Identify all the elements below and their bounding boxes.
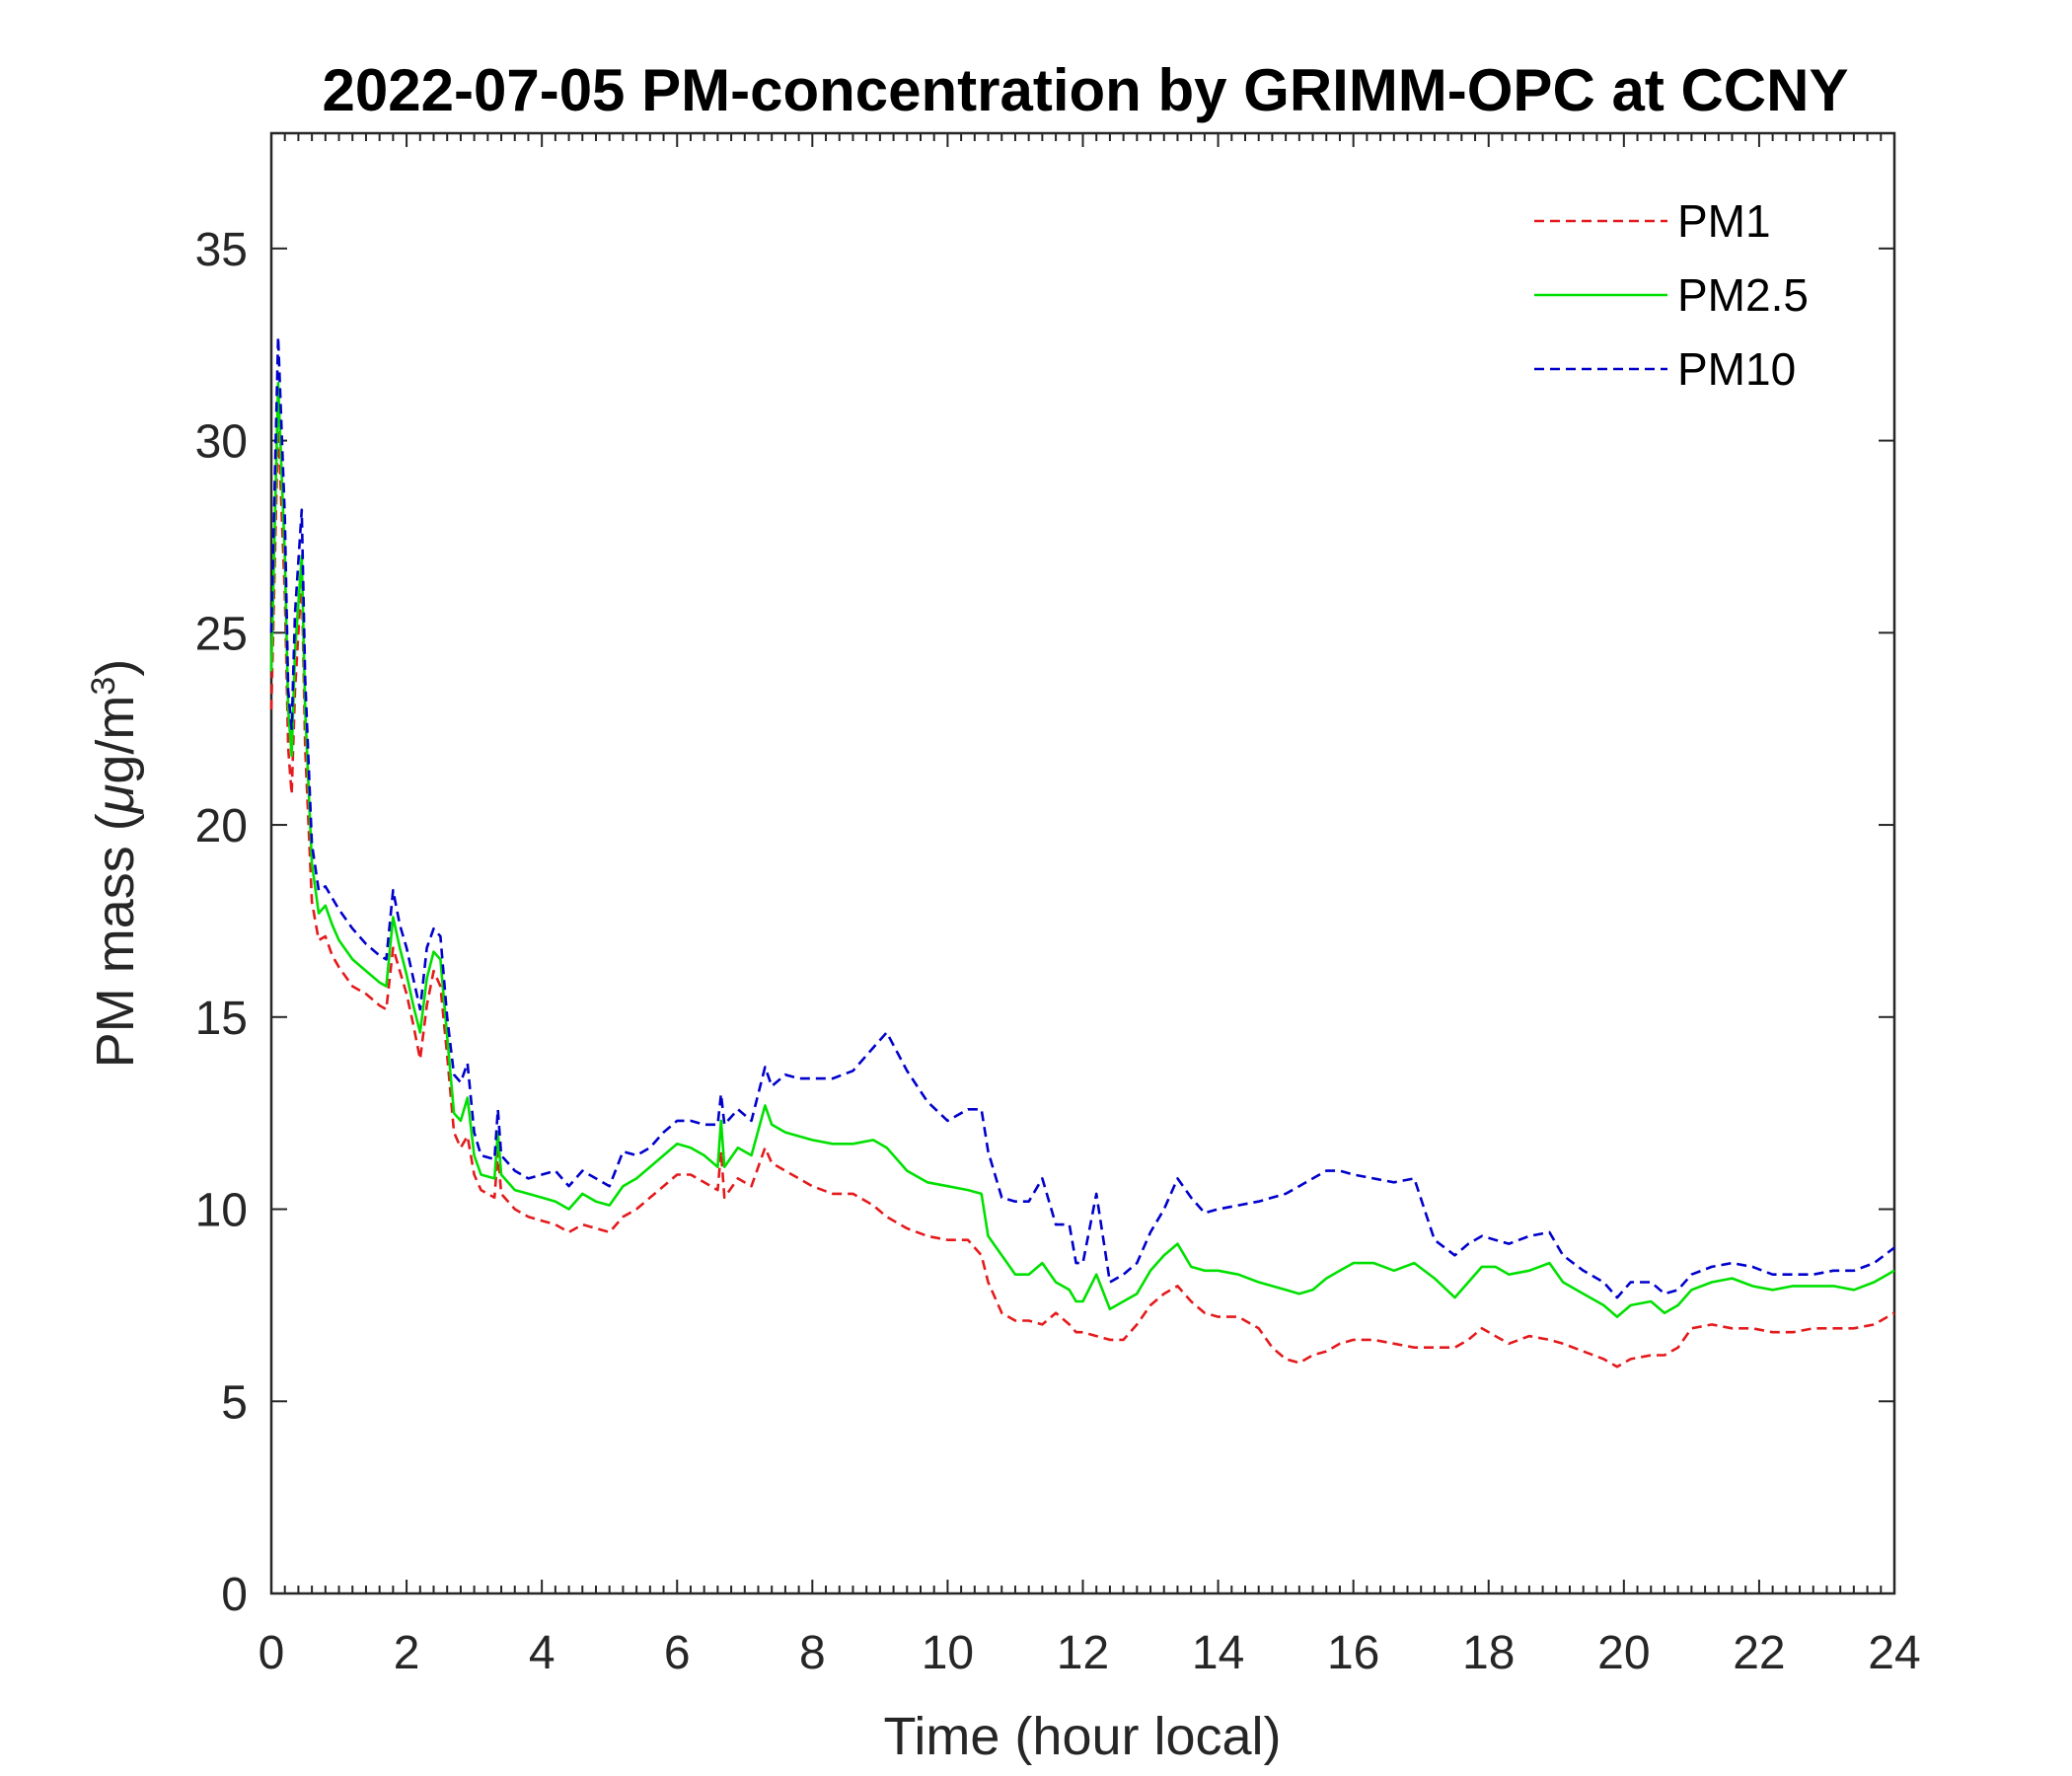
series-line-pm10: [269, 335, 1895, 1299]
series-line-pm25: [269, 381, 1895, 1318]
y-tick-label: 0: [221, 1569, 248, 1621]
y-tick-label: 25: [195, 608, 248, 660]
x-tick-label: 14: [1192, 1627, 1244, 1679]
axis-ticks: [270, 133, 1895, 1594]
y-axis-label-prefix: PM mass (: [86, 813, 145, 1068]
legend-label-pm25: PM2.5: [1677, 269, 1809, 321]
y-axis-label-close: ): [86, 659, 145, 677]
plot-area: [269, 131, 1896, 1595]
x-tick-label: 20: [1597, 1627, 1650, 1679]
series-lines: [269, 335, 1895, 1369]
x-tick-label: 0: [259, 1627, 285, 1679]
x-tick-label: 18: [1462, 1627, 1515, 1679]
y-axis-label-superscript: 3: [85, 677, 122, 696]
y-axis-label-mu: μ: [86, 784, 145, 816]
y-axis-label-unit: g/m: [86, 696, 145, 784]
x-tick-label: 24: [1868, 1627, 1920, 1679]
chart-title: 2022-07-05 PM-concentration by GRIMM-OPC…: [323, 57, 1849, 123]
x-tick-label: 22: [1733, 1627, 1785, 1679]
legend: PM1 PM2.5 PM10: [1534, 195, 1809, 395]
y-tick-label: 15: [195, 993, 248, 1045]
y-tick-label: 35: [195, 224, 248, 276]
legend-label-pm10: PM10: [1677, 343, 1796, 395]
x-axis-label: Time (hour local): [883, 1707, 1281, 1766]
x-tick-label: 2: [394, 1627, 420, 1679]
y-axis-label: PM mass (μg/m3): [85, 659, 145, 1069]
x-tick-label: 10: [922, 1627, 974, 1679]
x-tick-label: 8: [799, 1627, 826, 1679]
x-tick-label: 12: [1057, 1627, 1109, 1679]
x-tick-labels: 0 2 4 6 8 10 12 14 16 18 20 22 24: [259, 1627, 1921, 1679]
x-tick-label: 6: [664, 1627, 691, 1679]
y-tick-label: 10: [195, 1185, 248, 1237]
series-line-pm1: [269, 419, 1895, 1369]
x-tick-label: 4: [529, 1627, 555, 1679]
y-tick-label: 5: [221, 1376, 248, 1429]
legend-label-pm1: PM1: [1677, 195, 1771, 247]
y-tick-label: 20: [195, 800, 248, 852]
x-tick-label: 16: [1327, 1627, 1379, 1679]
y-tick-labels: 0 5 10 15 20 25 30 35: [195, 224, 248, 1621]
y-tick-label: 30: [195, 416, 248, 469]
